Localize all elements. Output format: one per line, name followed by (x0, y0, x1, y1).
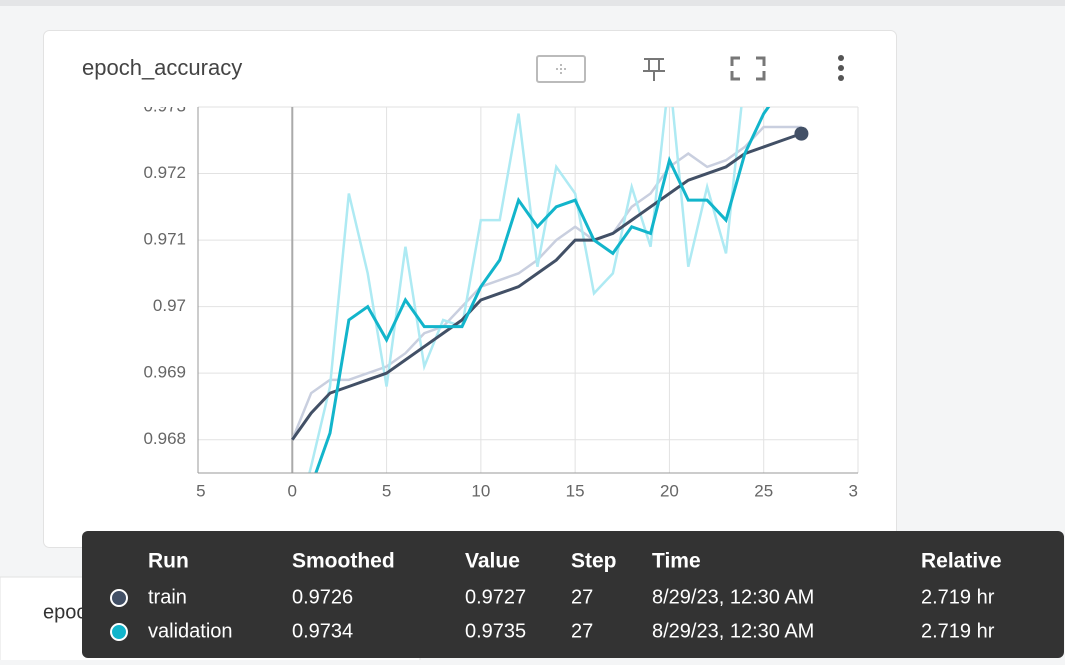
run-name: train (148, 586, 187, 608)
x-tick-label: 25 (754, 481, 773, 500)
tooltip-header: Time (652, 550, 701, 573)
pin-button[interactable] (643, 58, 665, 81)
tooltip-cell: 2.719 hr (921, 586, 995, 608)
run-swatch (110, 623, 128, 641)
tooltip-header: Step (571, 550, 617, 573)
tooltip-header: Relative (921, 550, 1002, 573)
run-swatch (110, 589, 128, 607)
tooltip-bg (82, 531, 1064, 658)
tooltip-cell: 8/29/23, 12:30 AM (652, 620, 814, 642)
y-tick-label: 0.97 (153, 296, 186, 315)
tooltip-cell: 8/29/23, 12:30 AM (652, 586, 814, 608)
tooltip-cell: 2.719 hr (921, 620, 995, 642)
y-tick-label: 0.969 (143, 363, 186, 382)
tooltip-cell: 0.9726 (292, 586, 353, 608)
raw-line (291, 125, 802, 441)
tooltip-cell: 0.9727 (465, 586, 526, 608)
plot-area (291, 107, 802, 473)
toolbar[interactable] (536, 55, 844, 83)
tooltip-cell: 0.9734 (292, 620, 353, 642)
tooltip-header: Value (465, 550, 520, 573)
smoothed-line (314, 107, 771, 473)
run-name: validation (148, 620, 233, 642)
y-tick-label: 0.972 (143, 163, 186, 182)
fit-icon (556, 64, 566, 74)
smoothed-line (291, 132, 802, 441)
tooltip-cell: 27 (571, 620, 593, 642)
card-title: epoch_accuracy (82, 55, 242, 80)
hover-point (794, 126, 809, 141)
x-tick-label: 15 (566, 481, 585, 500)
tooltip-cell: 0.9735 (465, 620, 526, 642)
tooltip: Run Smoothed Value Step Time Relative train 0.9… (82, 531, 1064, 658)
tick-labels: 0.9680.9690.970.9710.9720.973-5051015202… (143, 96, 868, 500)
y-tick-label: 0.973 (143, 96, 186, 115)
menu-button[interactable] (838, 55, 844, 81)
x-tick-label: 10 (471, 481, 490, 500)
fit-domain-button[interactable] (536, 55, 586, 83)
x-tick-label: 20 (660, 481, 679, 500)
tooltip-cell: 27 (571, 586, 593, 608)
fullscreen-button[interactable] (730, 56, 766, 81)
y-tick-label: 0.968 (143, 429, 186, 448)
tooltip-header: Run (148, 550, 189, 573)
x-tick-label: 0 (288, 481, 297, 500)
tooltip-header: Smoothed (292, 550, 395, 573)
y-tick-label: 0.971 (143, 230, 186, 249)
x-tick-label: 5 (382, 481, 391, 500)
top-bar (0, 0, 1065, 6)
x-tick-label: 30 (849, 481, 868, 500)
